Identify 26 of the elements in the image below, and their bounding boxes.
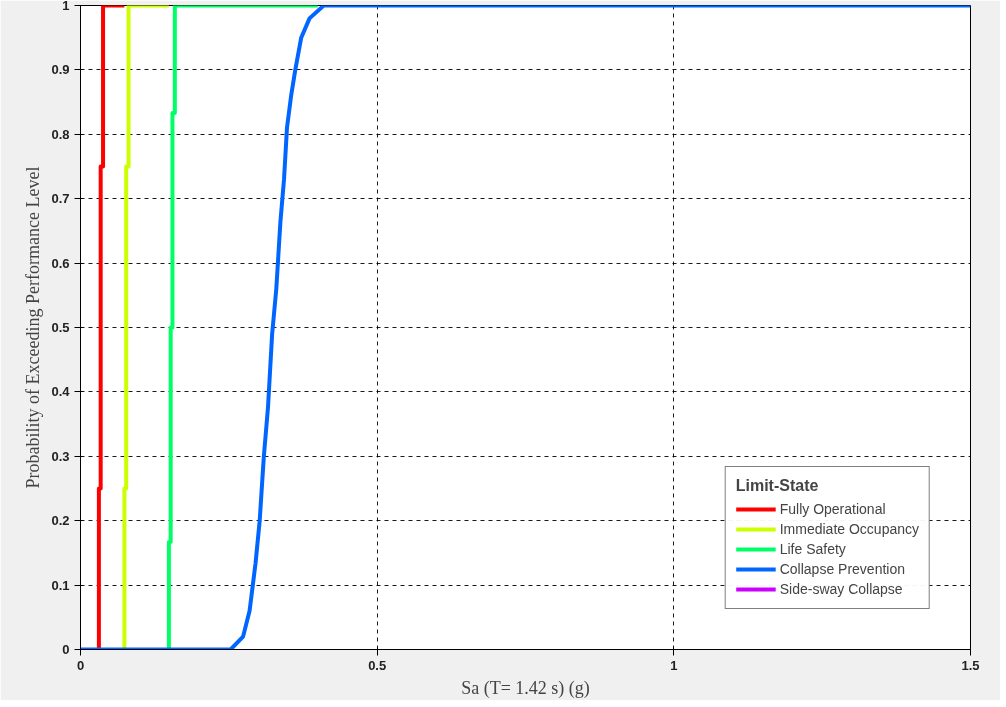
y-tick-label: 1	[62, 0, 70, 13]
y-tick-label: 0.6	[51, 255, 70, 271]
legend-label: Fully Operational	[779, 500, 886, 518]
legend-label: Life Safety	[779, 540, 846, 558]
y-tick-label: 0.5	[51, 320, 70, 335]
x-tick-label: 0.5	[368, 657, 387, 673]
x-tick-label: 1.5	[961, 657, 980, 673]
x-axis-title: Sa (T= 1.42 s) (g)	[461, 677, 590, 699]
x-tick-label: 0	[76, 657, 85, 673]
legend-label: Collapse Prevention	[779, 560, 905, 578]
y-tick-label: 0.2	[51, 513, 70, 529]
legend-title: Limit-State	[735, 477, 820, 495]
line-series	[96, 5, 127, 650]
y-tick-label: 0	[62, 642, 70, 657]
y-tick-label: 0.7	[51, 191, 70, 207]
y-tick-label: 0.3	[51, 448, 70, 464]
legend-label: Immediate Occupancy	[779, 520, 919, 538]
y-tick-label: 0.8	[51, 126, 70, 142]
y-axis-title: Probability of Exceeding Performance Level	[23, 166, 44, 489]
x-tick-label: 1	[670, 657, 678, 673]
line-series	[166, 5, 320, 650]
y-tick-label: 0.4	[51, 384, 71, 400]
y-tick-label: 0.1	[51, 577, 70, 593]
legend-label: Side-sway Collapse	[779, 580, 903, 598]
line-series	[122, 5, 171, 650]
y-tick-label: 0.9	[51, 62, 70, 78]
